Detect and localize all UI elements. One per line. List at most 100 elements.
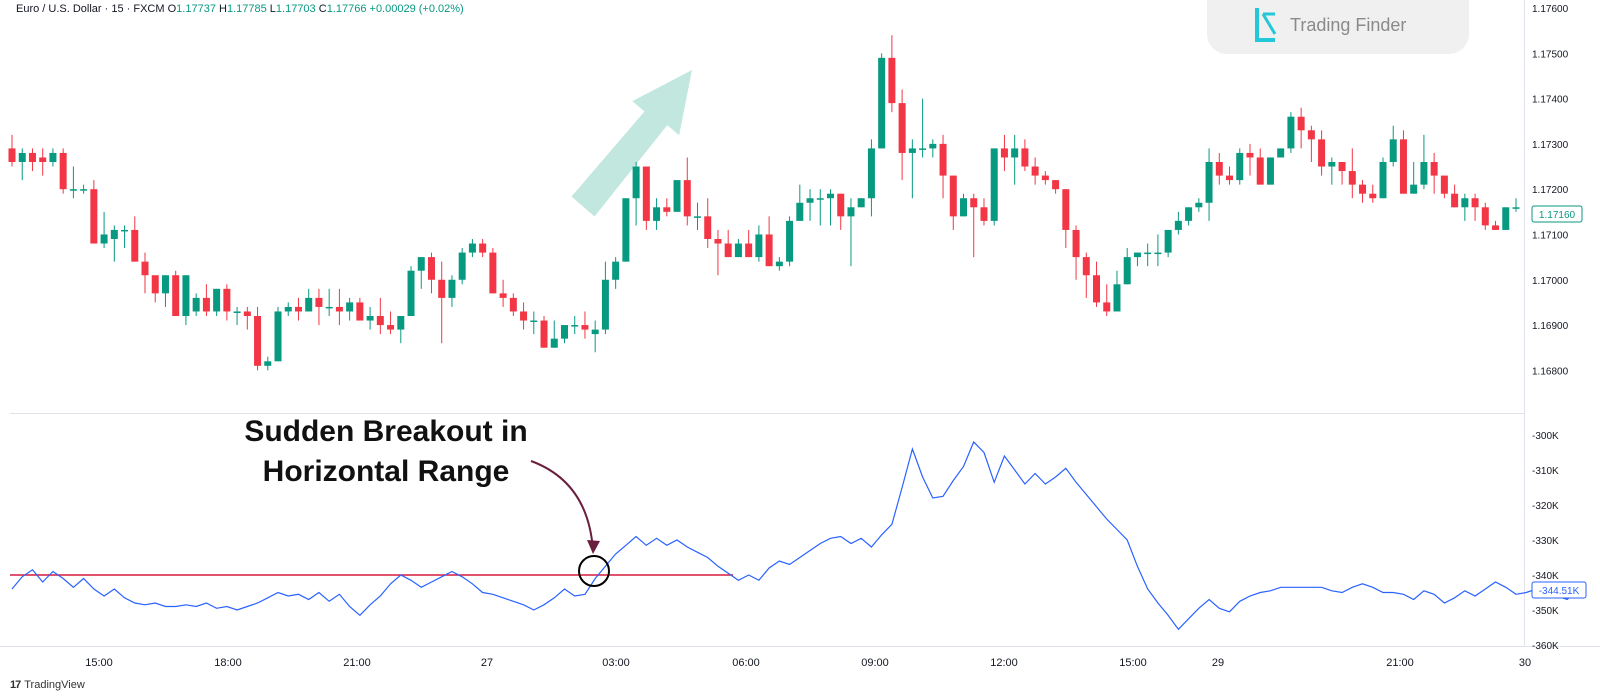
candle-body	[867, 148, 875, 199]
candle-body	[939, 143, 947, 176]
time-axis: 15:00 18:00 21:00 27 03:00 06:00 09:00 12:00 15:…	[85, 657, 1531, 669]
candle-body	[233, 311, 241, 313]
candle-body	[520, 311, 528, 321]
candle-body	[550, 338, 558, 348]
candle-body	[346, 302, 354, 312]
time-tick-label: 12:00	[990, 657, 1018, 669]
candle-body	[960, 198, 968, 217]
candle-body	[479, 243, 487, 253]
breakout-circle	[578, 555, 610, 587]
candle-body	[1430, 162, 1438, 176]
candle-body	[39, 157, 47, 162]
candle-body	[734, 243, 742, 258]
candle-body	[223, 288, 231, 312]
time-tick-label: 09:00	[861, 657, 889, 669]
symbol-label: Euro / U.S. Dollar · 15 · FXCM	[16, 3, 165, 15]
candle-body	[1164, 229, 1172, 253]
candle-body	[1369, 193, 1377, 199]
candle-body	[1052, 180, 1060, 190]
candle-body	[1072, 229, 1080, 258]
time-tick-label: 21:00	[1386, 657, 1414, 669]
annotation-line-2: Horizontal Range	[262, 455, 510, 488]
candle-body	[827, 193, 835, 199]
candle-body	[110, 229, 118, 239]
candle-body	[898, 103, 906, 153]
time-tick-label: 03:00	[602, 657, 630, 669]
price-tick-label: 1.17600	[1532, 4, 1569, 15]
candle-body	[970, 198, 978, 208]
candle-body	[1348, 171, 1356, 185]
candle-body	[1215, 162, 1223, 176]
price-tick-label: 1.16800	[1532, 366, 1569, 377]
candle-body	[49, 152, 57, 162]
candle-body	[878, 57, 886, 149]
candle-body	[745, 243, 753, 258]
candle-body	[949, 175, 957, 217]
candle-body	[1133, 252, 1141, 258]
candle-body	[1185, 207, 1193, 221]
time-tick-label: 15:00	[85, 657, 113, 669]
annotation-arrowhead	[587, 540, 600, 554]
candle-body	[1328, 162, 1336, 167]
price-tick-label: 1.16900	[1532, 321, 1569, 332]
time-tick-label: 21:00	[343, 657, 371, 669]
candle-body	[1440, 175, 1448, 194]
last-price-label: 1.17160	[1539, 210, 1576, 221]
time-tick-label: 06:00	[732, 657, 760, 669]
candle-body	[1481, 207, 1489, 226]
candle-body	[1000, 148, 1008, 158]
candle-body	[530, 320, 538, 323]
candle-body	[990, 148, 998, 221]
candle-body	[509, 297, 517, 312]
indicator-tick-label: -340K	[1532, 571, 1559, 582]
change-value: +0.00029 (+0.02%)	[369, 3, 464, 15]
watermark-panel	[1207, 0, 1469, 54]
candle-body	[1277, 148, 1285, 158]
tradingview-logo-icon: 17	[10, 679, 21, 691]
candle-body	[724, 243, 732, 258]
candle-body	[161, 275, 169, 294]
candle-body	[704, 216, 712, 239]
candle-body	[1287, 116, 1295, 149]
candle-body	[1103, 302, 1111, 312]
candle-body	[1011, 148, 1019, 158]
indicator-tick-label: -300K	[1532, 431, 1559, 442]
candle-body	[1389, 139, 1397, 162]
candle-body	[560, 325, 568, 339]
candle-body	[8, 148, 16, 162]
candle-body	[653, 207, 661, 221]
candle-body	[755, 234, 763, 258]
candle-body	[1420, 162, 1428, 185]
candle-body	[397, 316, 405, 330]
candle-body	[1502, 207, 1510, 230]
candle-body	[857, 198, 865, 208]
candle-body	[284, 306, 292, 312]
candle-body	[376, 316, 384, 326]
candle-body	[243, 311, 251, 316]
candle-body	[1236, 152, 1244, 181]
indicator-tick-label: -310K	[1532, 466, 1559, 477]
candle-body	[1410, 184, 1418, 194]
candle-body	[1307, 130, 1315, 140]
price-tick-label: 1.17200	[1532, 185, 1569, 196]
candle-body	[172, 275, 180, 316]
high-value: 1.17785	[226, 3, 267, 15]
close-value: 1.17766	[326, 3, 367, 15]
footer-brand-label: TradingView	[24, 679, 85, 691]
open-value: 1.17737	[176, 3, 216, 15]
candle-body	[847, 207, 855, 217]
candle-body	[1379, 162, 1387, 199]
candle-body	[254, 316, 262, 366]
candle-body	[663, 207, 671, 212]
ohlc-header: Euro / U.S. Dollar · 15 · FXCM O1.17737 …	[16, 3, 464, 15]
candle-body	[622, 198, 630, 262]
high-label: H	[219, 3, 227, 15]
close-label: C	[318, 3, 327, 15]
candle-body	[806, 198, 814, 203]
candle-body	[325, 306, 333, 309]
candle-body	[540, 320, 548, 348]
candle-body	[417, 257, 425, 271]
candle-body	[1226, 175, 1234, 181]
candle-body	[438, 279, 446, 298]
